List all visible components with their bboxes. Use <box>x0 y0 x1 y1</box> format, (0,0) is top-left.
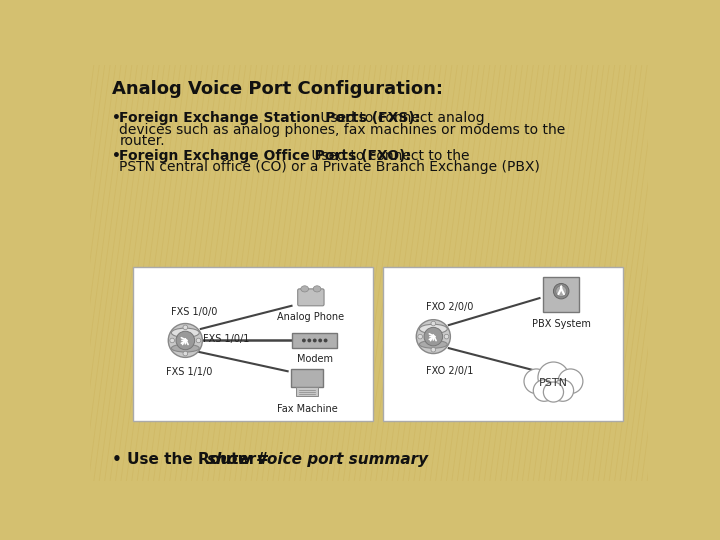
Text: Fax Machine: Fax Machine <box>276 403 338 414</box>
Text: FXO 2/0/1: FXO 2/0/1 <box>426 366 473 376</box>
Ellipse shape <box>301 286 309 292</box>
Circle shape <box>538 362 569 393</box>
Circle shape <box>196 338 201 343</box>
Ellipse shape <box>171 328 199 338</box>
Text: FXS 1/0/1: FXS 1/0/1 <box>203 334 250 344</box>
Text: FXS 1/0/0: FXS 1/0/0 <box>171 307 217 318</box>
Text: router.: router. <box>120 134 165 148</box>
Circle shape <box>558 369 583 394</box>
Text: Analog Voice Port Configuration:: Analog Voice Port Configuration: <box>112 80 443 98</box>
FancyBboxPatch shape <box>292 333 337 348</box>
Text: FXO 2/0/0: FXO 2/0/0 <box>426 302 473 312</box>
Text: PSTN: PSTN <box>539 378 568 388</box>
Ellipse shape <box>171 345 199 352</box>
Ellipse shape <box>556 286 567 296</box>
Ellipse shape <box>313 286 321 292</box>
Circle shape <box>183 351 188 356</box>
Text: Analog Phone: Analog Phone <box>277 312 344 322</box>
Circle shape <box>170 338 174 343</box>
Text: show voice port summary: show voice port summary <box>207 452 428 467</box>
Circle shape <box>183 325 188 330</box>
Circle shape <box>168 323 202 357</box>
Ellipse shape <box>554 284 569 299</box>
Text: devices such as analog phones, fax machines or modems to the: devices such as analog phones, fax machi… <box>120 123 566 137</box>
Circle shape <box>524 369 549 394</box>
Circle shape <box>431 347 436 352</box>
Ellipse shape <box>419 325 447 334</box>
Circle shape <box>318 339 322 342</box>
Text: •: • <box>112 111 125 125</box>
Circle shape <box>324 339 328 342</box>
Text: Foreign Exchange Office Ports (FXO):: Foreign Exchange Office Ports (FXO): <box>120 148 411 163</box>
Text: Modem: Modem <box>297 354 333 364</box>
Circle shape <box>307 339 311 342</box>
Text: PBX System: PBX System <box>532 319 590 329</box>
Text: Used to connect analog: Used to connect analog <box>316 111 485 125</box>
Text: PSTN central office (CO) or a Private Branch Exchange (PBX): PSTN central office (CO) or a Private Br… <box>120 160 540 174</box>
Circle shape <box>534 380 555 401</box>
Circle shape <box>552 380 574 401</box>
Circle shape <box>302 339 306 342</box>
Text: Foreign Exchange Station Ports (FXS):: Foreign Exchange Station Ports (FXS): <box>120 111 420 125</box>
Ellipse shape <box>419 340 447 348</box>
Text: •: • <box>112 148 125 163</box>
Circle shape <box>176 331 194 350</box>
Circle shape <box>312 339 317 342</box>
Circle shape <box>544 382 564 402</box>
Text: • Use the Router#: • Use the Router# <box>112 452 269 467</box>
FancyBboxPatch shape <box>544 276 579 312</box>
Circle shape <box>418 334 423 339</box>
Circle shape <box>424 327 443 346</box>
Circle shape <box>416 320 451 354</box>
FancyBboxPatch shape <box>297 289 324 306</box>
Circle shape <box>444 334 449 339</box>
FancyBboxPatch shape <box>383 267 624 421</box>
FancyBboxPatch shape <box>132 267 373 421</box>
Circle shape <box>431 321 436 326</box>
Text: FXS 1/1/0: FXS 1/1/0 <box>166 367 212 377</box>
Text: Used to connect to the: Used to connect to the <box>307 148 469 163</box>
FancyBboxPatch shape <box>296 387 318 396</box>
FancyBboxPatch shape <box>291 369 323 387</box>
